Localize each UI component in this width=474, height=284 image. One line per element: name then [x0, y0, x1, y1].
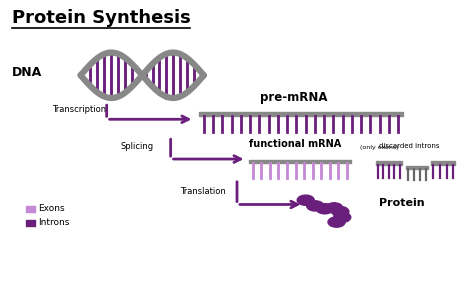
Text: functional mRNA: functional mRNA [249, 139, 341, 149]
Text: Translation: Translation [180, 187, 226, 196]
Circle shape [332, 206, 349, 217]
Circle shape [316, 204, 333, 214]
Circle shape [328, 217, 345, 227]
Text: DNA: DNA [12, 66, 42, 79]
Circle shape [297, 195, 314, 205]
Text: (only exons): (only exons) [360, 145, 399, 150]
Text: Protein Synthesis: Protein Synthesis [12, 9, 191, 26]
Text: Protein: Protein [379, 198, 425, 208]
Text: pre-mRNA: pre-mRNA [260, 91, 328, 104]
Text: Splicing: Splicing [121, 142, 154, 151]
Text: Transcription: Transcription [52, 105, 106, 114]
Circle shape [307, 201, 324, 211]
Text: Introns: Introns [38, 218, 69, 227]
Circle shape [334, 212, 351, 222]
Circle shape [326, 203, 343, 213]
Text: Exons: Exons [38, 204, 64, 213]
Text: discarded introns: discarded introns [379, 143, 440, 149]
